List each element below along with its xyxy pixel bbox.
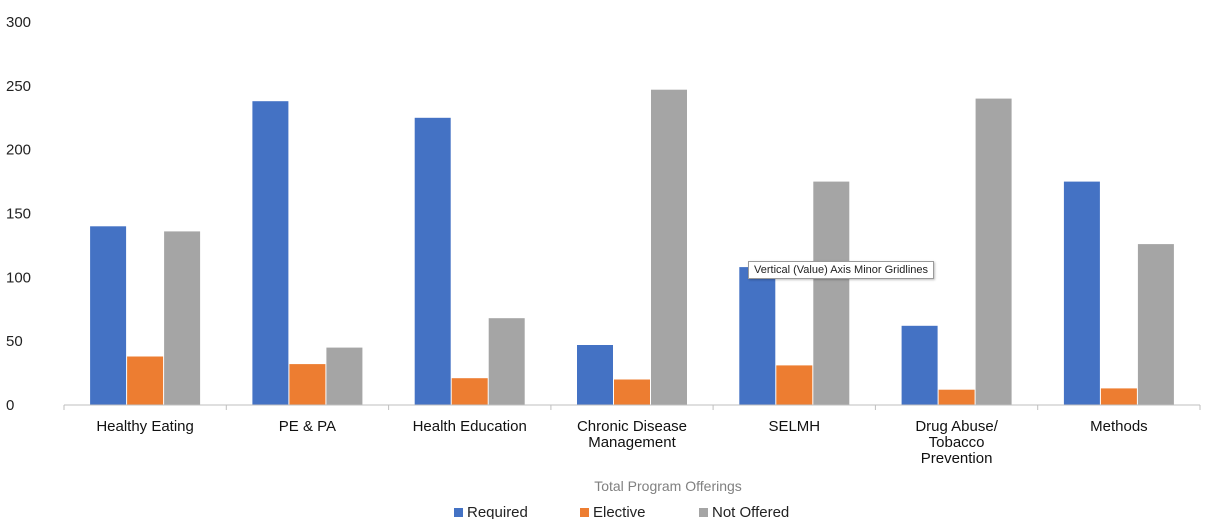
- bar-not-offered: [488, 318, 525, 405]
- category-label-line: Health Education: [413, 418, 527, 435]
- legend-item: Not Offered: [699, 504, 789, 519]
- category-label-line: SELMH: [768, 418, 820, 435]
- legend-item: Required: [454, 504, 528, 519]
- y-tick-label: 150: [6, 206, 31, 223]
- legend: Required Elective Not Offered: [454, 504, 789, 519]
- bar-required: [577, 345, 613, 405]
- y-tick-label: 50: [6, 333, 23, 350]
- y-tick-label: 0: [6, 397, 14, 414]
- legend-swatch: [454, 508, 463, 517]
- category-label-line: Management: [588, 434, 676, 451]
- category-label: Chronic Disease Management: [577, 418, 687, 451]
- category-label: Health Education: [413, 418, 527, 435]
- category-label-line: Methods: [1090, 418, 1148, 435]
- category-label-line: Drug Abuse/: [915, 418, 998, 435]
- bar-elective: [1100, 388, 1137, 405]
- y-tick-label: 250: [6, 78, 31, 95]
- bar-elective: [938, 389, 975, 405]
- bar-required: [90, 226, 127, 405]
- category-label: Methods: [1090, 418, 1148, 435]
- category-label-line: PE & PA: [279, 418, 336, 435]
- y-tick-label: 200: [6, 142, 31, 159]
- bar-not-offered: [813, 181, 850, 405]
- legend-label: Elective: [593, 504, 646, 519]
- bar-required: [901, 325, 938, 405]
- y-tick-label: 300: [6, 14, 31, 31]
- bar-elective: [614, 379, 650, 405]
- legend-swatch: [580, 508, 589, 517]
- bar-not-offered: [326, 347, 363, 405]
- legend-swatch: [699, 508, 708, 517]
- bar-elective: [776, 365, 813, 405]
- bar-required: [1063, 181, 1100, 405]
- category-labels: Healthy Eating PE & PA Health Education Chr…: [96, 418, 1147, 467]
- bar-elective: [127, 356, 164, 405]
- category-label-line: Healthy Eating: [96, 418, 194, 435]
- category-label-line: Chronic Disease: [577, 418, 687, 435]
- y-axis-tick-labels: 0 50 100 150 200 250 300: [6, 14, 31, 414]
- x-axis-title: Total Program Offerings: [594, 478, 742, 494]
- category-label-line: Prevention: [921, 450, 993, 467]
- bar-required: [414, 117, 451, 406]
- bar-required: [252, 101, 289, 405]
- legend-item: Elective: [580, 504, 646, 519]
- category-label: PE & PA: [279, 418, 336, 435]
- gridlines-tooltip: Vertical (Value) Axis Minor Gridlines: [748, 261, 935, 279]
- bar-not-offered: [651, 89, 687, 405]
- category-label: Drug Abuse/Tobacco Prevention: [915, 418, 998, 467]
- bar-required: [739, 267, 776, 405]
- x-axis-ticks: [63, 405, 1201, 410]
- category-label: SELMH: [768, 418, 820, 435]
- legend-label: Required: [467, 504, 528, 519]
- category-label-line: Tobacco: [929, 434, 985, 451]
- category-label: Healthy Eating: [96, 418, 194, 435]
- bars: [90, 89, 1174, 406]
- y-tick-label: 100: [6, 269, 31, 286]
- bar-not-offered: [1137, 244, 1174, 405]
- bar-elective: [289, 364, 326, 405]
- bar-elective: [451, 378, 488, 405]
- bar-not-offered: [164, 231, 201, 405]
- legend-label: Not Offered: [712, 504, 789, 519]
- bar-not-offered: [975, 98, 1012, 405]
